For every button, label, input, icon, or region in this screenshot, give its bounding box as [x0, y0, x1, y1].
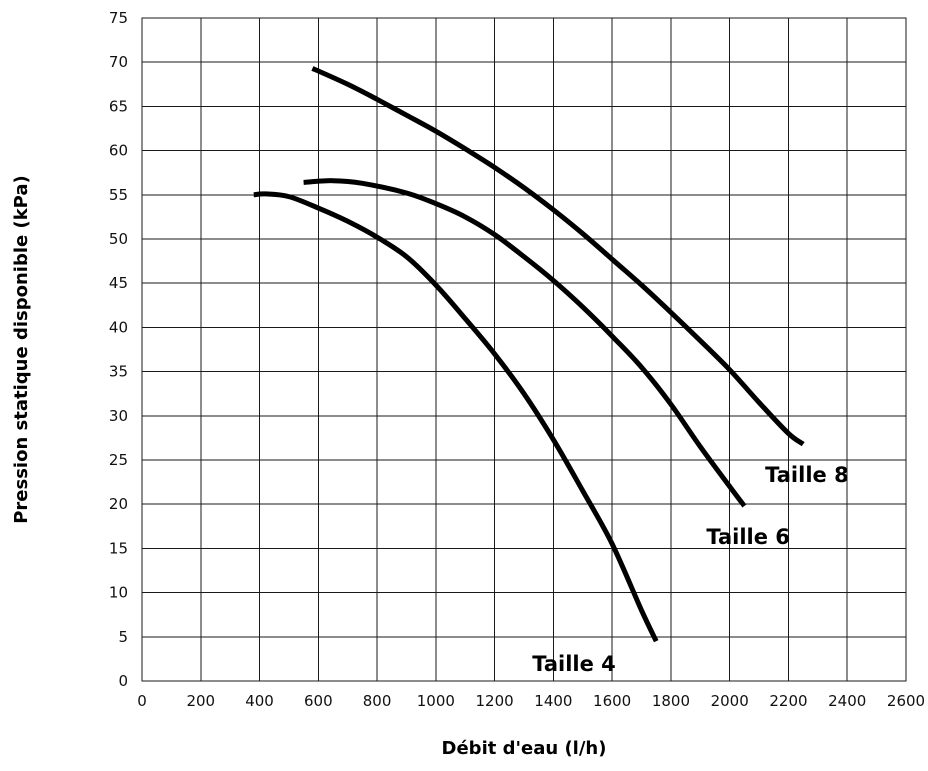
y-tick-label: 20	[109, 495, 128, 513]
x-tick-label: 1800	[652, 692, 690, 710]
y-tick-label: 75	[109, 9, 128, 27]
x-tick-label: 800	[363, 692, 392, 710]
grid	[141, 17, 907, 682]
series-label-taille-8: Taille 8	[765, 463, 849, 487]
x-axis-title: Débit d'eau (l/h)	[442, 738, 607, 759]
y-tick-label: 25	[109, 451, 128, 469]
x-tick-label: 0	[137, 692, 147, 710]
x-tick-label: 2400	[828, 692, 866, 710]
y-tick-label: 50	[109, 230, 128, 248]
x-tick-label: 1600	[593, 692, 631, 710]
x-tick-label: 2600	[887, 692, 925, 710]
y-tick-label: 30	[109, 407, 128, 425]
series-line-taille-4	[253, 191, 659, 643]
x-tick-labels: 0 200 400 600 800 1000 1200 1400 1600 1800 2000 220…	[137, 692, 925, 710]
y-tick-label: 5	[118, 628, 128, 646]
y-tick-label: 0	[118, 672, 128, 690]
x-tick-label: 200	[186, 692, 215, 710]
plot-frame	[141, 17, 907, 682]
y-tick-label: 45	[109, 274, 128, 292]
x-tick-label: 600	[304, 692, 333, 710]
x-tick-label: 1400	[534, 692, 572, 710]
y-tick-label: 40	[109, 318, 128, 336]
x-tick-label: 1200	[476, 692, 514, 710]
series-line-taille-8	[311, 66, 805, 447]
y-tick-label: 15	[109, 539, 128, 557]
series-lines	[253, 66, 805, 643]
y-tick-label: 70	[109, 53, 128, 71]
x-tick-label: 2000	[711, 692, 749, 710]
series-line-taille-6	[303, 178, 747, 508]
x-tick-label: 400	[245, 692, 274, 710]
y-tick-labels: 0 5 10 15 20 25 30 35 40 45 50 55 60 65 70 75	[109, 9, 128, 690]
y-tick-label: 35	[109, 363, 128, 381]
x-tick-label: 2200	[769, 692, 807, 710]
series-label-taille-6: Taille 6	[706, 525, 790, 549]
x-tick-label: 1000	[417, 692, 455, 710]
series-label-taille-4: Taille 4	[532, 652, 616, 676]
series-labels: Taille 4 Taille 6 Taille 8	[532, 463, 848, 676]
y-tick-label: 10	[109, 584, 128, 602]
y-tick-label: 60	[109, 142, 128, 160]
y-axis-title: Pression statique disponible (kPa)	[11, 175, 32, 524]
y-tick-label: 65	[109, 97, 128, 115]
y-tick-label: 55	[109, 186, 128, 204]
